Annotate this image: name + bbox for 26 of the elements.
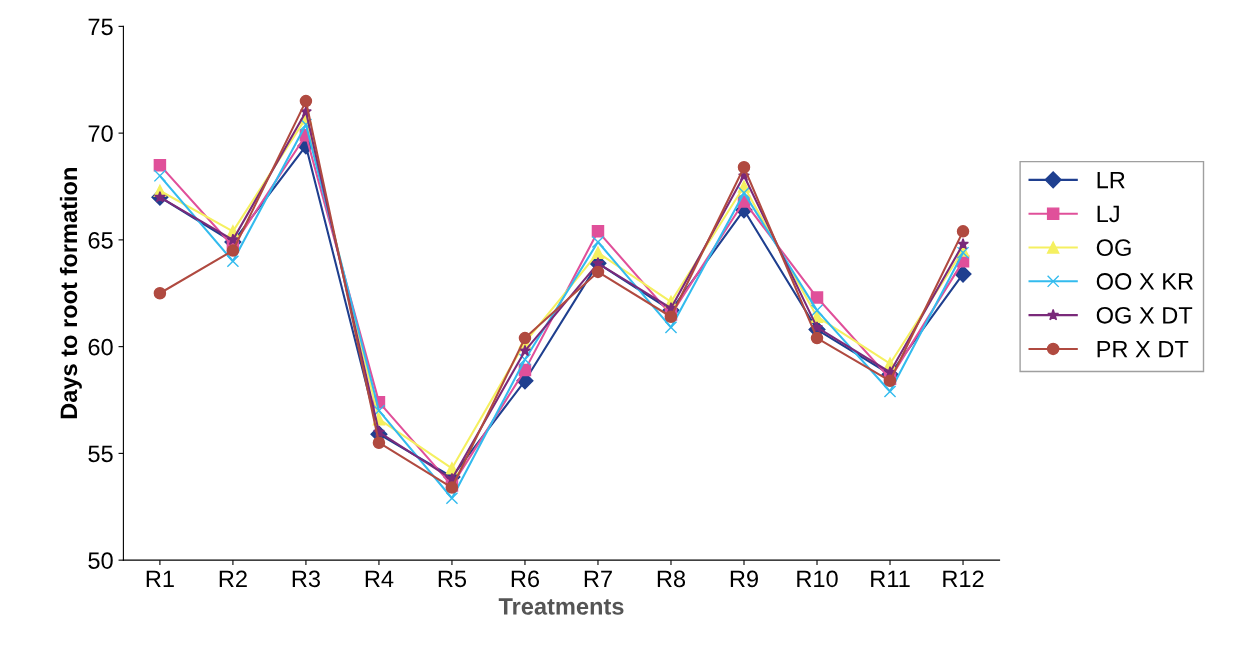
- y-tick-label: 70: [88, 125, 113, 142]
- x-tick-label: R1: [146, 570, 174, 587]
- x-tick-label: R10: [797, 570, 838, 588]
- x-tick-label: R9: [730, 570, 758, 588]
- x-tick-label: R4: [365, 570, 394, 587]
- legend-label: OG: [1096, 239, 1131, 256]
- legend-label: LR: [1097, 171, 1125, 189]
- x-tick-label: R6: [511, 570, 540, 588]
- legend-label: PR X DT: [1097, 340, 1189, 358]
- x-tick-label: R2: [219, 570, 247, 587]
- y-tick-label: 65: [88, 231, 113, 249]
- x-tick-label: R8: [657, 570, 686, 588]
- x-tick-label: R7: [584, 570, 612, 587]
- legend-label: LJ: [1097, 205, 1119, 223]
- x-tick-label: R11: [871, 570, 910, 587]
- y-tick-label: 55: [88, 445, 113, 463]
- y-axis-title: Days to root formation: [59, 168, 82, 419]
- y-tick-label: 75: [88, 18, 113, 36]
- legend-label: OG X DT: [1096, 306, 1193, 324]
- x-axis-title: Treatments: [498, 598, 624, 615]
- x-tick-label: R5: [438, 570, 467, 588]
- y-tick-label: 50: [88, 552, 113, 569]
- x-tick-label: R3: [292, 570, 320, 588]
- y-tick-label: 60: [88, 338, 113, 356]
- x-tick-label: R12: [943, 570, 984, 587]
- legend-label: OO X KR: [1096, 273, 1193, 290]
